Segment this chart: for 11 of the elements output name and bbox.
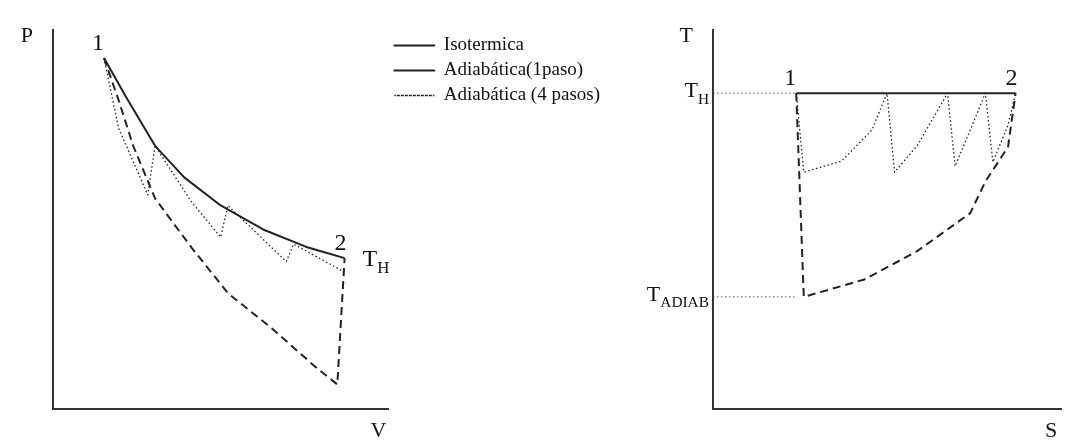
x-axis-title: S <box>1044 417 1058 442</box>
legend-label: Adiabática(1paso) <box>443 58 584 81</box>
legend-label: Isotermica <box>443 33 525 55</box>
x-axis-title: V <box>370 417 387 442</box>
annotation: 2 <box>334 229 347 256</box>
y-axis-title: P <box>20 22 34 47</box>
y-axis-title: T <box>679 22 694 47</box>
text: 1 <box>92 29 105 56</box>
text: 1 <box>784 64 797 91</box>
text: 2 <box>1005 64 1018 91</box>
legend-label: Adiabática (4 pasos) <box>443 83 601 106</box>
